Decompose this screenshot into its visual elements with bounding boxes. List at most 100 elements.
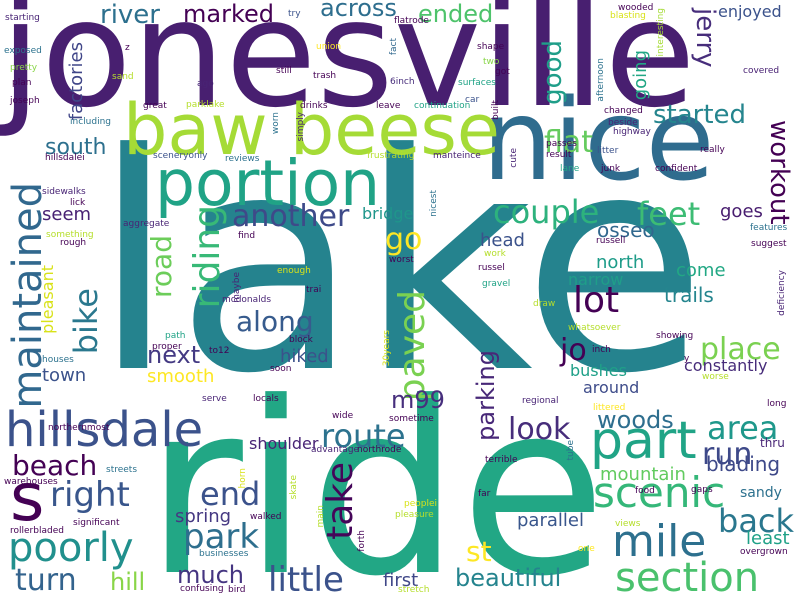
small-word: mcdonalds: [222, 295, 272, 305]
small-word: flatrode: [394, 16, 429, 26]
small-word: businesses: [199, 549, 249, 559]
small-word: built: [491, 100, 501, 120]
word-area: area: [707, 409, 779, 447]
word-lake: lake: [92, 90, 707, 439]
word-end: end: [200, 475, 261, 513]
word-least: least: [746, 528, 790, 549]
small-word: litter: [597, 146, 619, 156]
small-word: sidewalks: [42, 187, 86, 197]
small-word: drinks: [300, 101, 328, 111]
word-factories: factories: [66, 42, 87, 121]
word-seem: seem: [42, 204, 92, 225]
small-word: enough: [277, 266, 311, 276]
word-going: going: [630, 50, 651, 101]
small-word: wide: [332, 411, 354, 421]
word-blading: blading: [706, 452, 781, 476]
word-turn: turn: [15, 563, 77, 598]
word-riding: riding: [187, 205, 228, 309]
word-across: across: [320, 0, 397, 22]
small-word: still: [276, 66, 292, 76]
word-hill: hill: [110, 568, 146, 596]
small-word: including: [70, 117, 111, 127]
word-park: park: [183, 517, 260, 557]
small-word: parklake: [186, 100, 225, 110]
small-word: gravel: [482, 279, 511, 289]
word-trails: trails: [664, 283, 714, 307]
small-word: y: [684, 354, 690, 364]
small-word: afternoon: [596, 58, 606, 102]
word-go: go: [385, 222, 423, 257]
small-word: highway: [613, 127, 651, 137]
small-word: changed: [604, 106, 643, 116]
small-word: sand: [112, 72, 134, 82]
word-scenic: scenic: [593, 468, 726, 517]
small-word: frustrating: [367, 151, 415, 161]
small-word: interesting: [656, 8, 666, 57]
small-word: work: [484, 249, 506, 259]
small-word: features: [750, 223, 788, 233]
word-constantly: constantly: [684, 356, 768, 375]
word-parallel: parallel: [517, 510, 584, 531]
small-word: to12: [209, 346, 230, 356]
small-word: try: [288, 9, 301, 19]
word-mile: mile: [612, 516, 707, 567]
word-little: little: [268, 560, 344, 600]
small-word: draw: [533, 299, 556, 309]
word-goes: goes: [720, 201, 763, 222]
small-word: beside: [608, 118, 638, 128]
small-word: regional: [522, 396, 559, 406]
small-word: northrode: [357, 445, 402, 455]
small-word: showing: [656, 331, 694, 341]
small-word: lane: [560, 164, 580, 174]
word-along: along: [236, 305, 314, 338]
small-word: proper: [152, 342, 182, 352]
small-word: deficiency: [777, 270, 787, 316]
small-word: ago: [197, 79, 214, 89]
small-word: wooded: [618, 3, 654, 13]
small-word: warehouses: [4, 477, 58, 487]
word-st: st: [466, 535, 492, 568]
small-word: far: [478, 489, 491, 499]
word-sandy: sandy: [740, 485, 782, 501]
small-word: plan: [12, 78, 32, 88]
word-mountain: mountain: [600, 464, 686, 485]
small-word: car: [465, 95, 480, 105]
small-word: confusing: [180, 584, 224, 594]
small-word: terrible: [485, 455, 518, 465]
small-word: sceneryonly: [153, 151, 208, 161]
small-word: lick: [70, 198, 86, 208]
small-word: confident: [655, 164, 698, 174]
word-jonesville: jonesville: [0, 0, 696, 140]
word-osseo: osseo: [597, 218, 655, 242]
word-spring: spring: [175, 506, 232, 527]
small-word: stretch: [398, 585, 430, 595]
word-town: town: [42, 365, 87, 386]
small-word: significant: [73, 518, 120, 528]
small-word: shape: [477, 42, 505, 52]
small-word: gaps: [691, 485, 713, 495]
word-narrow: narrow: [568, 270, 624, 289]
word-part: part: [590, 411, 697, 471]
small-word: advantage: [311, 445, 360, 455]
word-south: south: [45, 135, 107, 160]
small-word: serve: [202, 394, 227, 404]
small-word: main: [316, 505, 326, 528]
word-m99: m99: [391, 386, 445, 414]
small-word: 6inch: [390, 77, 415, 87]
small-word: path: [165, 331, 186, 341]
word-first: first: [383, 570, 419, 591]
small-word: worst: [389, 255, 414, 265]
small-word: long: [767, 399, 787, 409]
word-road: road: [145, 235, 178, 298]
small-word: worse: [702, 372, 729, 382]
word-thru: thru: [760, 436, 785, 450]
small-word: really: [700, 145, 725, 155]
word-baw-beese: baw beese: [123, 89, 500, 171]
word-bushes: bushes: [570, 361, 627, 380]
word-look: look: [508, 412, 571, 447]
small-word: soon: [270, 364, 292, 374]
small-word: leave: [376, 101, 401, 111]
word-woods: woods: [597, 406, 674, 434]
word-head: head: [480, 230, 525, 251]
word-paved: paved: [392, 290, 433, 402]
